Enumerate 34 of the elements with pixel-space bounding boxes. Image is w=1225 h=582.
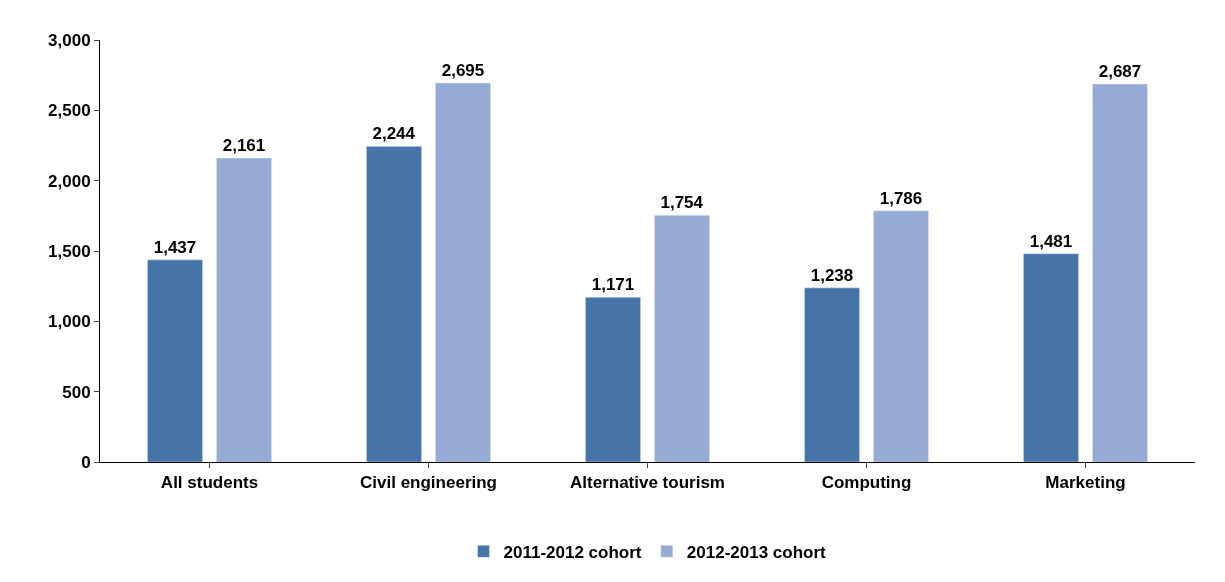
y-tick-label: 0 — [81, 452, 91, 472]
data-label: 1,481 — [1029, 231, 1073, 251]
bar — [1023, 253, 1079, 462]
bar — [654, 215, 710, 462]
data-label: 1,754 — [660, 193, 704, 213]
y-tick-label: 2,500 — [48, 101, 91, 121]
y-tick-label: 2,000 — [48, 171, 91, 191]
x-tick-label: All students — [160, 473, 259, 493]
y-tick-label: 500 — [62, 382, 91, 402]
bar — [585, 297, 641, 462]
bar — [435, 82, 491, 462]
data-label: 1,786 — [879, 188, 923, 208]
bar — [1092, 83, 1148, 462]
bar — [804, 287, 860, 462]
bar — [216, 157, 272, 462]
bar — [147, 259, 203, 462]
legend-label: 2012-2013 cohort — [686, 542, 827, 562]
bar — [366, 146, 422, 462]
data-label: 2,161 — [222, 136, 266, 156]
data-label: 1,171 — [591, 275, 635, 295]
data-label: 2,695 — [441, 60, 485, 80]
data-label: 1,437 — [153, 237, 197, 257]
legend-label: 2011-2012 cohort — [503, 542, 642, 562]
data-label: 2,244 — [372, 124, 416, 144]
y-tick-label: 3,000 — [48, 30, 91, 50]
x-tick-label: Computing — [821, 473, 912, 493]
y-tick-label: 1,000 — [48, 312, 91, 332]
bar — [873, 210, 929, 462]
data-label: 1,238 — [810, 265, 854, 285]
y-tick-label: 1,500 — [48, 241, 91, 261]
x-tick-label: Alternative tourism — [570, 473, 725, 493]
data-label: 2,687 — [1098, 62, 1142, 82]
x-tick-label: Civil engineering — [360, 473, 497, 493]
x-tick-label: Marketing — [1045, 473, 1126, 493]
